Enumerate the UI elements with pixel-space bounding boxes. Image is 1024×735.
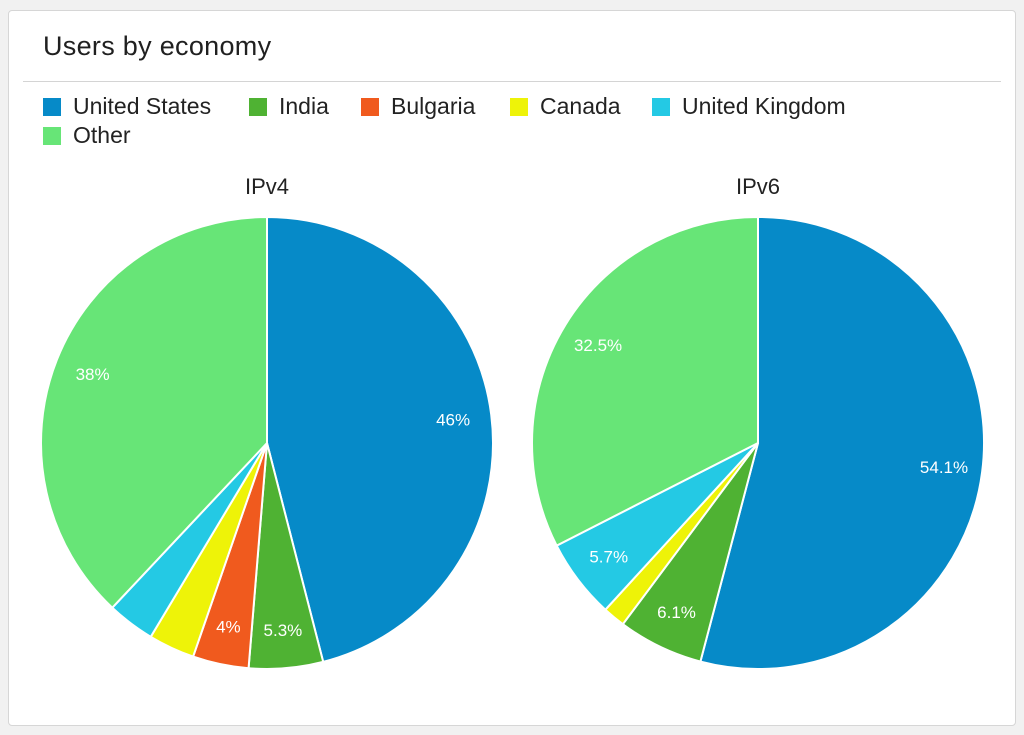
legend-label: Bulgaria (391, 93, 476, 119)
legend-swatch (652, 97, 670, 116)
pie-slice-united-states[interactable] (699, 215, 985, 670)
pie-slice-united-states[interactable] (266, 215, 494, 664)
slice-label-united-states: 54.1% (920, 458, 968, 477)
slice-label-united-states: 46% (436, 410, 470, 429)
slice-label-other: 32.5% (574, 336, 622, 355)
slice-label-bulgaria: 4% (216, 618, 241, 637)
pie-labels: 54.1% 6.1% 5.7% 32.5% (574, 336, 968, 622)
pie-chart-ipv6: IPv6 54.1% 6.1% 5.7% 32.5% (531, 174, 985, 670)
slice-label-other: 38% (76, 365, 110, 384)
legend-item-other[interactable]: Other (43, 122, 131, 149)
legend-swatch (43, 97, 61, 116)
pie-slices (40, 215, 494, 670)
legend-swatch (249, 97, 267, 116)
legend-label: United Kingdom (682, 93, 846, 119)
legend-item-united-states[interactable]: United States (43, 93, 211, 120)
legend-swatch (43, 126, 61, 145)
title-divider (23, 81, 1001, 82)
pie-title-ipv6: IPv6 (736, 174, 780, 199)
legend-item-canada[interactable]: Canada (510, 93, 621, 120)
legend-label: India (279, 93, 329, 119)
slice-label-united-kingdom: 5.7% (589, 548, 628, 567)
slice-label-india: 6.1% (657, 603, 696, 622)
card-title: Users by economy (43, 31, 272, 61)
legend-label: Other (73, 122, 131, 148)
pie-slice-other[interactable] (40, 215, 268, 610)
slice-label-india: 5.3% (264, 621, 303, 640)
legend-item-united-kingdom[interactable]: United Kingdom (652, 93, 846, 120)
pie-slices (531, 215, 985, 670)
pie-chart-ipv4: IPv4 46% 5.3% 4% 38% (40, 174, 494, 670)
pie-title-ipv4: IPv4 (245, 174, 289, 199)
legend-label: United States (73, 93, 212, 119)
legend-item-bulgaria[interactable]: Bulgaria (361, 93, 475, 120)
pie-labels: 46% 5.3% 4% 38% (76, 365, 471, 640)
legend-label: Canada (540, 93, 621, 119)
legend-swatch (510, 97, 528, 116)
legend-item-india[interactable]: India (249, 93, 329, 120)
legend-swatch (361, 97, 379, 116)
pie-slice-other[interactable] (531, 215, 759, 547)
